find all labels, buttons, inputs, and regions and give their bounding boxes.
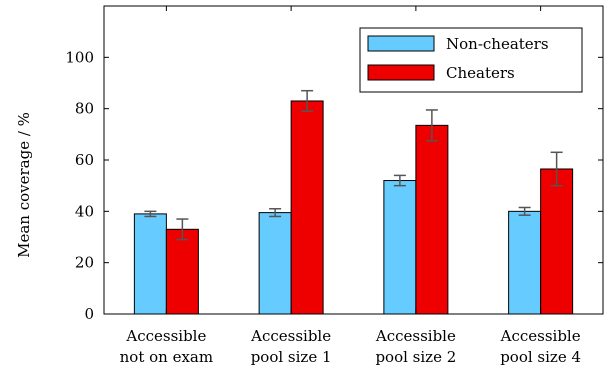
- y-tick-label: 20: [75, 254, 94, 272]
- legend: Non-cheaters Cheaters: [359, 27, 583, 93]
- legend-box: [359, 27, 583, 93]
- bar-cheaters-3: [415, 124, 449, 315]
- error-bar-cheaters-2: [301, 89, 314, 112]
- plot-frame: [103, 5, 604, 315]
- bar-cheaters-2: [290, 100, 324, 315]
- error-bar-cheaters-3: [425, 109, 438, 142]
- bar-non-cheaters-2: [258, 212, 292, 315]
- y-tick-label: 60: [75, 151, 94, 169]
- y-tick-label: 100: [65, 48, 94, 66]
- legend-label: Non-cheaters: [446, 35, 549, 53]
- error-bar-non-cheaters-3: [393, 174, 406, 187]
- x-tick-label: Accessible: [125, 327, 206, 345]
- bar-cheaters-1: [165, 228, 199, 315]
- x-tick-label: pool size 4: [500, 348, 581, 366]
- x-tick-label: not on exam: [120, 348, 213, 366]
- y-axis-label: Mean coverage / %: [15, 112, 33, 258]
- y-tick-label: 40: [75, 202, 94, 220]
- error-bar-cheaters-1: [176, 218, 189, 241]
- x-tick-label: Accessible: [375, 327, 456, 345]
- bar-non-cheaters-3: [383, 180, 417, 315]
- error-bars-group: [144, 89, 563, 241]
- legend-swatch: [367, 64, 435, 81]
- x-tick-label: Accessible: [500, 327, 581, 345]
- error-bar-non-cheaters-2: [269, 208, 282, 218]
- bar-cheaters-4: [540, 168, 574, 315]
- y-tick-label: 80: [75, 100, 94, 118]
- x-tick-label: pool size 1: [251, 348, 332, 366]
- y-tick-label: 0: [84, 305, 94, 323]
- x-tick-label: Accessible: [250, 327, 331, 345]
- legend-swatch: [367, 35, 435, 52]
- axes-group: Accessible not on exam Accessible pool size…: [65, 5, 604, 366]
- error-bar-cheaters-4: [550, 151, 563, 187]
- legend-label: Cheaters: [446, 64, 515, 82]
- bars-group: [133, 100, 574, 315]
- bar-non-cheaters-4: [508, 210, 542, 315]
- error-bar-non-cheaters-1: [144, 210, 157, 218]
- bar-non-cheaters-1: [133, 213, 167, 315]
- error-bar-non-cheaters-4: [518, 206, 531, 216]
- x-tick-label: pool size 2: [375, 348, 456, 366]
